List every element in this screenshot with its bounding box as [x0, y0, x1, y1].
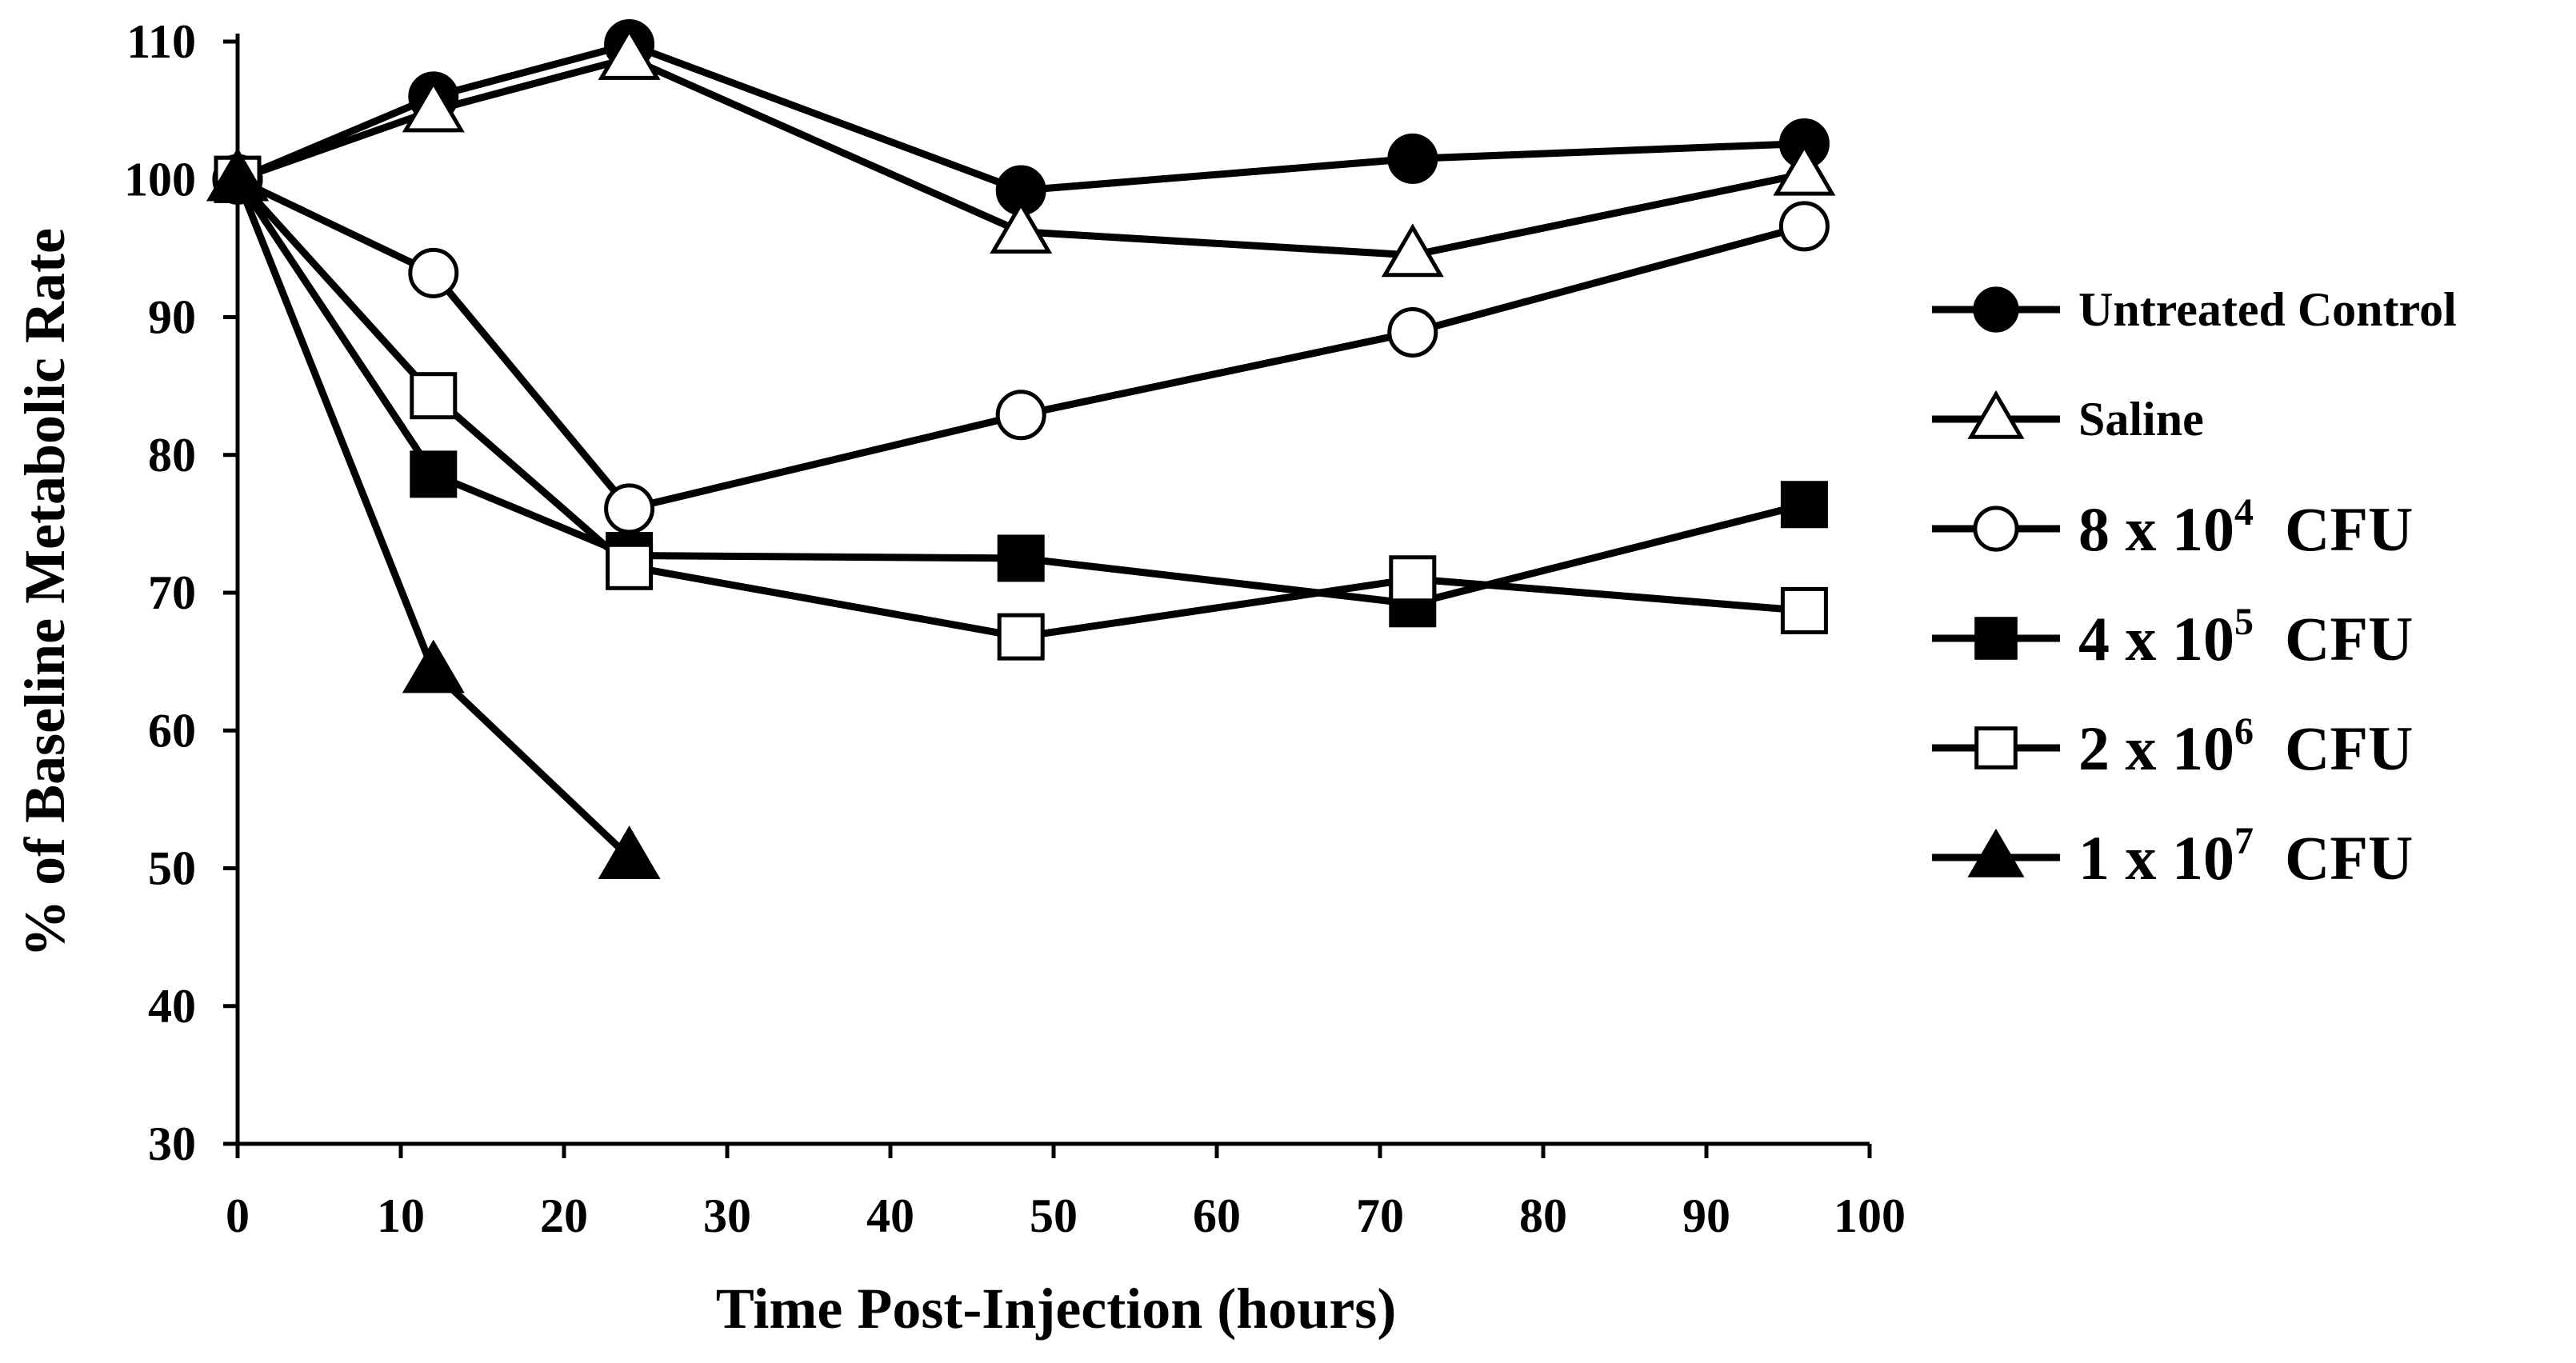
x-tick-label: 100 [1834, 1189, 1906, 1242]
legend-label: 8 x 104 CFU [2078, 491, 2413, 564]
x-tick-label: 50 [1030, 1189, 1078, 1242]
data-point [606, 542, 654, 590]
legend-marker-icon [1967, 828, 2025, 877]
series-line [234, 177, 1805, 641]
y-tick-label: 100 [124, 153, 196, 206]
data-point [997, 534, 1045, 582]
series-layer [206, 18, 1836, 879]
y-tick-label: 50 [148, 842, 196, 895]
x-tick-label: 0 [226, 1189, 250, 1242]
data-point [598, 825, 661, 879]
series-line [236, 176, 1806, 513]
x-tick-label: 90 [1682, 1189, 1730, 1242]
y-tick-label: 60 [148, 704, 196, 757]
data-point [1780, 481, 1828, 529]
legend-item-4-x-105-cfu: 4 x 105 CFU [1932, 601, 2413, 674]
x-tick-label: 60 [1193, 1189, 1241, 1242]
legend-marker-icon [1973, 286, 2019, 333]
x-tick-label: 30 [703, 1189, 751, 1242]
legend-label: Saline [2078, 393, 2204, 446]
legend-item-saline: Saline [1932, 390, 2204, 446]
data-point [598, 26, 661, 80]
x-tick-label: 40 [866, 1189, 914, 1242]
legend-label: 2 x 106 CFU [2078, 710, 2413, 783]
data-point [402, 78, 465, 133]
axes: 30 40 50 60 70 80 90 100 110 0 10 20 30 40 50 60 70 80 90 1… [13, 15, 1906, 1341]
x-tick-label: 10 [377, 1189, 425, 1242]
legend-item-8-x-104-cfu: 8 x 104 CFU [1932, 491, 2413, 564]
x-tick-label: 80 [1519, 1189, 1567, 1242]
series-untreated-control [212, 18, 1830, 216]
x-tick-label: 70 [1356, 1189, 1404, 1242]
data-point [1389, 555, 1437, 603]
y-tick-label: 40 [148, 980, 196, 1033]
legend-item-untreated-control: Untreated Control [1932, 283, 2457, 336]
y-tick-label: 30 [148, 1117, 196, 1170]
series-saline [206, 26, 1836, 278]
legend-marker-icon [1974, 617, 2018, 660]
data-point [1387, 306, 1438, 358]
data-point [990, 200, 1053, 254]
y-tick-label: 90 [148, 291, 196, 344]
y-tick-label: 70 [148, 566, 196, 619]
x-tick-label: 20 [540, 1189, 588, 1242]
data-point [604, 483, 655, 534]
legend-marker-icon [1973, 506, 2019, 552]
legend-item-1-x-107-cfu: 1 x 107 CFU [1932, 820, 2413, 893]
data-point [995, 390, 1046, 441]
data-point [1780, 586, 1828, 634]
data-point [410, 372, 458, 420]
series-2-x-106-cfu [214, 155, 1828, 661]
legend-label: 4 x 105 CFU [2078, 601, 2413, 674]
legend-label: 1 x 107 CFU [2078, 820, 2413, 893]
y-axis-title: % of Baseline Metabolic Rate [13, 228, 77, 957]
series-line [236, 40, 1805, 194]
data-point [997, 613, 1045, 661]
data-point [408, 247, 459, 298]
legend-label: Untreated Control [2078, 283, 2457, 336]
data-point [402, 639, 465, 693]
data-point [1381, 223, 1444, 278]
data-point [206, 147, 270, 202]
legend-marker-icon [1974, 726, 2018, 769]
series-line [236, 54, 1806, 259]
series-1-x-107-cfu [206, 147, 661, 879]
y-tick-label: 110 [126, 15, 196, 68]
data-point [1778, 201, 1830, 252]
y-tick-label: 80 [148, 429, 196, 482]
data-point [1387, 133, 1438, 184]
legend: Untreated Control Saline 8 x 104 CFU 4 x 10… [1932, 283, 2457, 893]
data-point [1773, 142, 1836, 196]
legend-item-2-x-106-cfu: 2 x 106 CFU [1932, 710, 2413, 783]
data-point [410, 450, 458, 498]
x-axis-title: Time Post-Injection (hours) [716, 1277, 1397, 1341]
legend-marker-icon [1967, 390, 2025, 439]
